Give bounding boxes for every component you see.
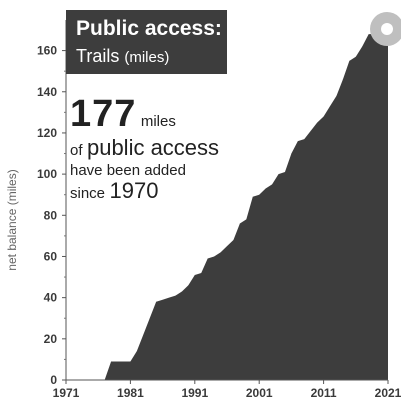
callout-year: 1970 bbox=[109, 178, 159, 203]
chart-title: Public access: bbox=[76, 17, 222, 40]
x-tick-label: 1971 bbox=[53, 386, 80, 400]
subtitle-label: Trails bbox=[76, 46, 120, 66]
x-tick-label: 2001 bbox=[246, 386, 273, 400]
trails-area-series bbox=[66, 34, 388, 380]
total-miles-unit: miles bbox=[140, 113, 176, 130]
y-tick-label: 100 bbox=[37, 167, 57, 181]
x-tick-label: 2021 bbox=[375, 386, 401, 400]
y-axis-title: net balance (miles) bbox=[5, 169, 19, 270]
y-tick-label: 20 bbox=[44, 332, 58, 346]
callout-line1: 177 miles bbox=[70, 95, 219, 133]
chart-subtitle: Trails (miles) bbox=[76, 46, 169, 67]
y-tick-label: 140 bbox=[37, 85, 57, 99]
x-tick-label: 2011 bbox=[311, 386, 337, 400]
callout-line3: have been added bbox=[70, 162, 186, 179]
summary-callout: 177 miles of public access have been add… bbox=[70, 95, 219, 202]
y-tick-label: 40 bbox=[44, 291, 58, 305]
callout-line2: of public access bbox=[70, 137, 219, 159]
x-tick-label: 1981 bbox=[117, 386, 144, 400]
circle-badge-inner bbox=[381, 23, 393, 35]
y-tick-label: 160 bbox=[37, 44, 57, 58]
circle-badge-icon bbox=[370, 12, 401, 46]
chart-title-box: Public access: Trails (miles) bbox=[66, 10, 227, 74]
callout-public-access: public access bbox=[86, 135, 220, 160]
y-tick-label: 120 bbox=[37, 126, 57, 140]
y-tick-label: 80 bbox=[44, 208, 58, 222]
callout-of: of bbox=[70, 142, 83, 159]
y-tick-label: 60 bbox=[44, 249, 58, 263]
x-tick-label: 1991 bbox=[181, 386, 208, 400]
subtitle-unit: (miles) bbox=[124, 49, 170, 66]
callout-line4: since 1970 bbox=[70, 180, 219, 202]
y-tick-label: 0 bbox=[50, 373, 57, 387]
total-miles-number: 177 bbox=[70, 93, 137, 135]
callout-since: since bbox=[70, 185, 106, 202]
